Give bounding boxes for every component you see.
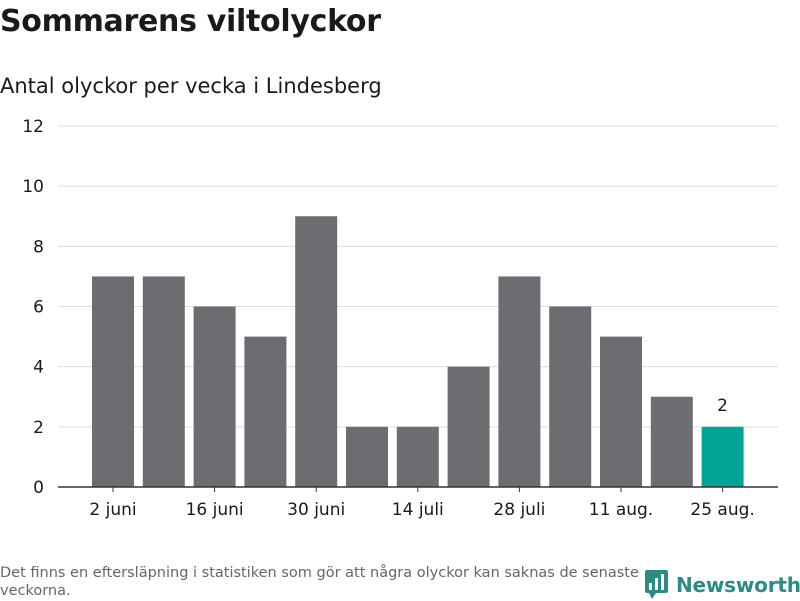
bar: [193, 306, 236, 487]
x-tick-label: 25 aug.: [690, 500, 754, 520]
x-tick-label: 16 juni: [186, 500, 244, 520]
x-tick-label: 2 juni: [89, 500, 136, 520]
x-axis: 2 juni 16 juni 30 juni 14 juli 28 juli 11 aug…: [58, 486, 778, 520]
y-tick-label: 10: [22, 177, 44, 197]
bar: [498, 276, 541, 487]
newsworthy-logo-icon: [645, 570, 668, 599]
x-tick-label: 28 juli: [493, 500, 545, 520]
y-tick-label: 12: [22, 117, 44, 137]
y-tick-label: 4: [33, 358, 44, 378]
x-tick-label: 11 aug.: [589, 500, 653, 520]
bar: [650, 396, 693, 487]
x-tick-label: 14 juli: [392, 500, 444, 520]
bar: [549, 306, 592, 487]
data-labels: 2: [717, 396, 728, 416]
y-tick-label: 6: [33, 298, 44, 318]
bar: [346, 426, 388, 487]
bar: [92, 276, 134, 487]
bar: [600, 336, 642, 487]
y-tick-label: 8: [33, 237, 44, 257]
footnote: Det finns en eftersläpning i statistiken…: [0, 565, 639, 599]
bar: [396, 426, 439, 487]
bar: [244, 336, 287, 487]
chart-title: Sommarens viltolyckor: [0, 4, 381, 39]
bars: [92, 216, 744, 487]
data-label: 2: [717, 396, 728, 416]
bar-highlight: [701, 426, 744, 487]
x-tick-label: 30 juni: [287, 500, 345, 520]
y-tick-label: 0: [33, 478, 44, 498]
brand-logo: Newsworthy: [645, 569, 800, 601]
chart-subtitle: Antal olyckor per vecka i Lindesberg: [0, 74, 382, 98]
bar: [447, 366, 490, 487]
brand-name: Newsworthy: [676, 573, 800, 597]
bar: [295, 216, 338, 487]
bar: [142, 276, 185, 487]
y-axis-tick-labels: 0 2 4 6 8 10 12: [22, 117, 44, 498]
y-tick-label: 2: [33, 418, 44, 438]
